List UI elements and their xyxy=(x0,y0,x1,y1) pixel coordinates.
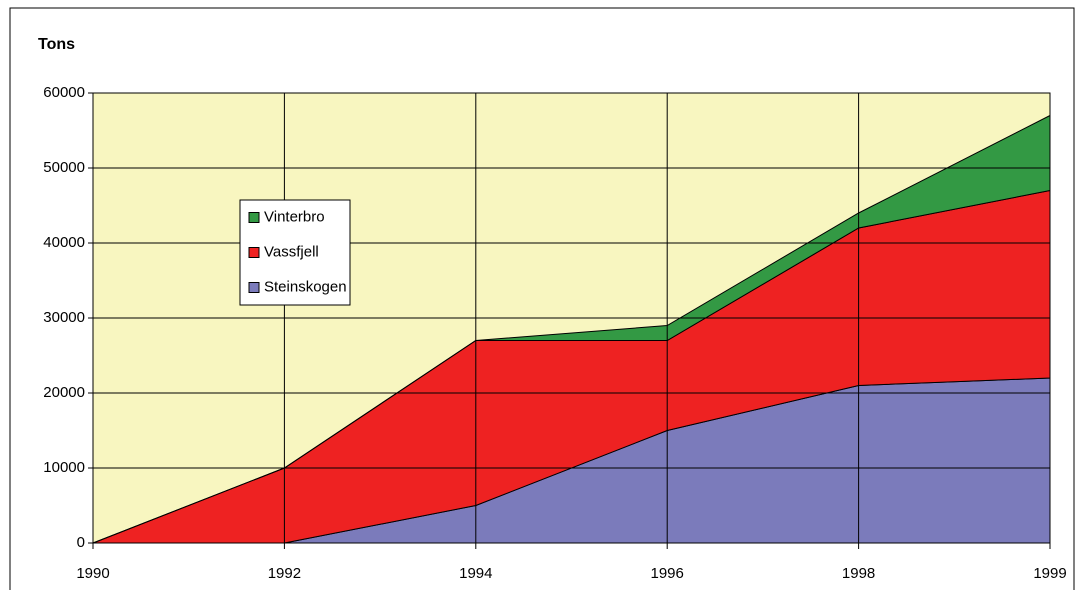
plot-border xyxy=(92,92,1051,544)
legend-swatch xyxy=(248,282,260,293)
legend-swatch xyxy=(248,212,260,223)
y-tick-label: 40000 xyxy=(43,234,85,251)
legend-swatch xyxy=(248,247,260,258)
y-tick-label: 10000 xyxy=(43,459,85,476)
x-tick-label: 1990 xyxy=(76,565,109,582)
y-tick-label: 50000 xyxy=(43,159,85,176)
x-tick-label: 1992 xyxy=(268,565,301,582)
y-tick-label: 0 xyxy=(77,534,85,551)
y-tick-label: 30000 xyxy=(43,309,85,326)
chart-frame xyxy=(9,7,1075,590)
y-tick-label: 20000 xyxy=(43,384,85,401)
x-tick-label: 1996 xyxy=(651,565,684,582)
y-axis-label: Tons xyxy=(38,36,75,53)
x-tick-label: 1999 xyxy=(1033,565,1066,582)
legend-label: Vinterbro xyxy=(264,208,325,225)
legend-label: Steinskogen xyxy=(264,278,347,295)
x-tick-label: 1998 xyxy=(842,565,875,582)
x-tick-label: 1994 xyxy=(459,565,492,582)
legend: Vinterbro Vassfjell Steinskogen xyxy=(239,199,351,306)
legend-label: Vassfjell xyxy=(264,243,319,260)
y-tick-label: 60000 xyxy=(43,84,85,101)
